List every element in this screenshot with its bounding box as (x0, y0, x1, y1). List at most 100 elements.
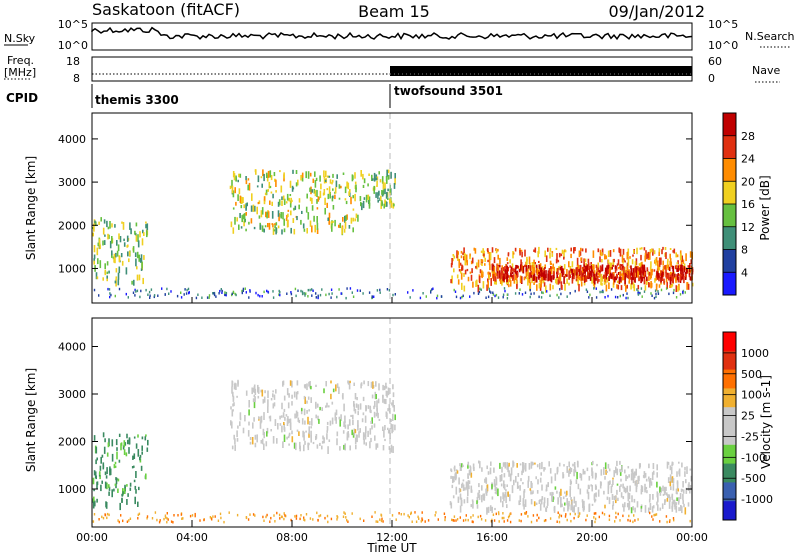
data-mark (654, 258, 657, 263)
data-mark (264, 390, 266, 394)
data-mark (161, 287, 163, 290)
data-mark (245, 180, 248, 185)
data-mark (652, 518, 654, 521)
data-mark (450, 263, 453, 268)
data-mark (378, 190, 380, 196)
data-mark (553, 271, 555, 277)
data-mark (246, 202, 248, 207)
data-mark (594, 276, 596, 285)
data-mark (267, 390, 269, 399)
data-mark (249, 441, 252, 445)
data-mark (663, 486, 666, 493)
data-mark (114, 465, 117, 468)
data-mark (660, 276, 662, 282)
data-mark (589, 277, 592, 281)
data-mark (572, 268, 575, 273)
data-mark (632, 477, 635, 484)
data-mark (320, 183, 322, 190)
data-mark (611, 484, 613, 487)
data-mark (617, 284, 620, 290)
data-mark (231, 445, 234, 450)
data-mark (385, 399, 387, 405)
data-mark (282, 212, 284, 220)
data-mark (665, 272, 667, 278)
data-mark (496, 272, 499, 276)
data-mark (237, 425, 239, 429)
data-mark (331, 225, 333, 232)
data-mark (400, 513, 402, 516)
data-mark (467, 473, 469, 479)
data-mark (603, 513, 606, 516)
data-mark (569, 489, 571, 497)
data-mark (464, 253, 466, 260)
data-mark (327, 446, 329, 454)
data-mark (306, 383, 308, 391)
data-mark (373, 295, 375, 298)
data-mark (588, 272, 590, 279)
data-mark (280, 515, 283, 518)
data-mark (579, 251, 582, 256)
data-mark (371, 174, 373, 181)
data-mark (295, 391, 298, 400)
data-mark (659, 520, 661, 523)
data-mark (534, 262, 536, 265)
data-mark (310, 430, 312, 438)
data-mark (274, 178, 276, 182)
data-mark (261, 438, 264, 445)
data-mark (539, 499, 541, 502)
data-mark (599, 256, 601, 263)
data-mark (336, 295, 338, 299)
data-mark (259, 421, 262, 429)
data-mark (612, 504, 614, 510)
data-mark (506, 273, 509, 279)
data-mark (520, 264, 522, 271)
data-mark (258, 200, 261, 204)
data-mark (114, 294, 116, 298)
data-mark (378, 383, 380, 391)
data-mark (238, 224, 240, 230)
data-mark (153, 295, 155, 299)
data-mark (421, 517, 423, 520)
scatter-region (359, 169, 396, 211)
data-mark (463, 247, 465, 253)
data-mark (431, 288, 433, 291)
data-mark (520, 276, 523, 284)
data-mark (508, 462, 510, 467)
data-mark (619, 273, 621, 277)
data-mark (115, 252, 117, 258)
data-mark (629, 485, 631, 492)
data-mark (661, 249, 663, 255)
data-mark (530, 490, 532, 495)
data-mark (559, 272, 561, 281)
data-mark (258, 416, 260, 420)
data-mark (613, 258, 615, 263)
data-mark (506, 276, 508, 283)
data-mark (649, 252, 651, 260)
data-mark (99, 471, 101, 476)
data-mark (559, 266, 562, 271)
data-mark (294, 205, 297, 210)
data-mark (594, 498, 597, 502)
data-mark (530, 483, 533, 488)
data-mark (157, 294, 159, 297)
data-mark (265, 441, 268, 447)
data-mark (305, 430, 307, 433)
data-mark (686, 282, 688, 290)
data-mark (533, 273, 536, 281)
data-mark (385, 382, 387, 389)
data-mark (469, 256, 471, 260)
data-mark (548, 268, 551, 276)
data-mark (327, 217, 329, 221)
data-mark (381, 190, 383, 195)
data-mark (263, 396, 266, 403)
data-mark (356, 434, 358, 443)
data-mark (557, 279, 560, 285)
data-mark (99, 244, 101, 249)
data-mark (390, 423, 392, 429)
data-mark (519, 495, 522, 502)
data-mark (638, 276, 640, 282)
data-mark (684, 507, 687, 515)
data-mark (106, 516, 108, 520)
